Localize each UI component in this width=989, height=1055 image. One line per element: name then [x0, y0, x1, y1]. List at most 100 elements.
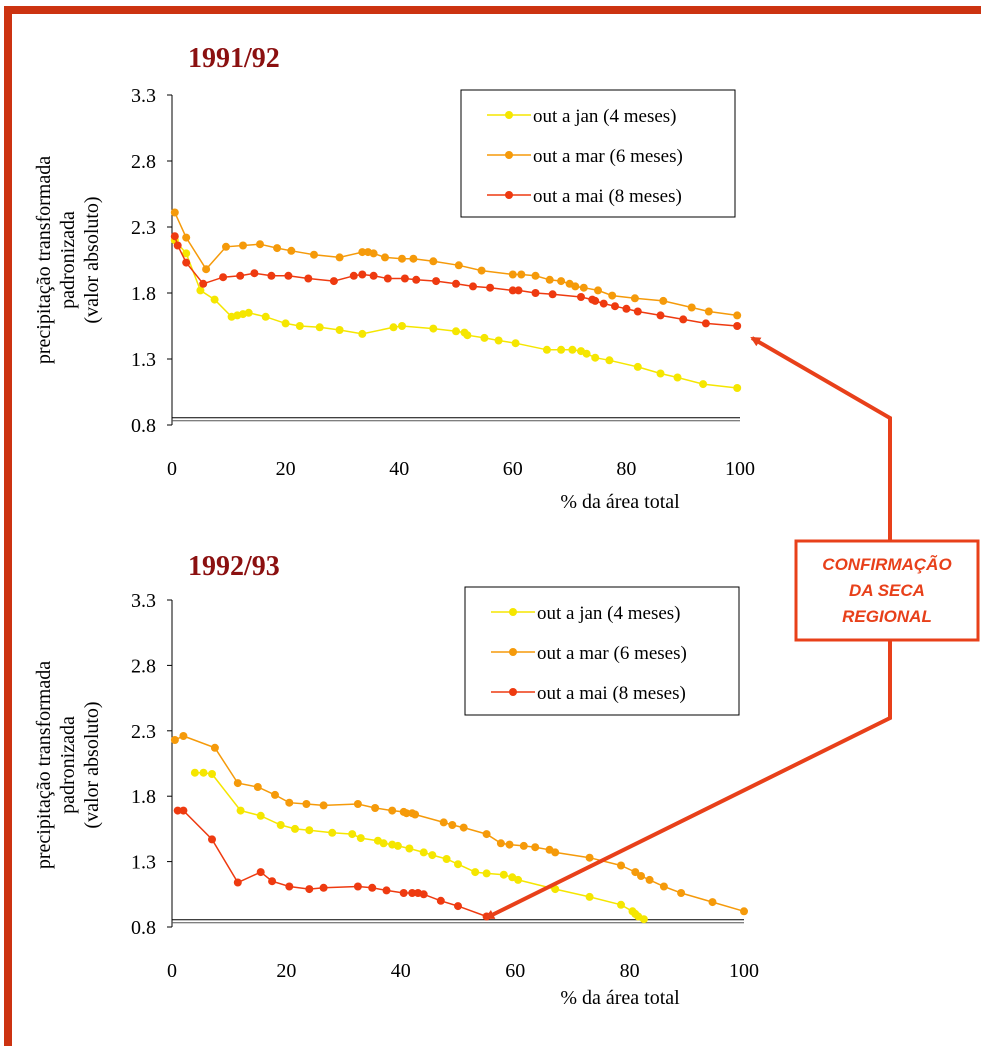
chart1-series-2-point	[273, 244, 282, 253]
chart1-series-3-point	[508, 286, 517, 295]
chart1-series-2-point	[409, 254, 418, 263]
chart1-series-3-point	[250, 269, 259, 278]
chart1-series-1-point	[568, 345, 577, 354]
callout-line1: CONFIRMAÇÃO	[822, 554, 951, 574]
chart2-y-tick-label: 2.3	[131, 721, 156, 743]
chart2-series-2-point	[531, 843, 540, 852]
chart2-series-2-point	[411, 810, 420, 819]
chart1-series-1-point	[244, 308, 253, 317]
chart2-series-2-point	[253, 783, 262, 791]
chart1-series-2-point	[531, 271, 540, 280]
chart2-series-1-point	[405, 844, 414, 853]
chart1-series-1-point	[582, 349, 591, 358]
chart1-series-3-point	[486, 283, 495, 292]
chart1-title: 1991/92	[188, 43, 280, 74]
chart2-series-2-point	[740, 907, 748, 916]
chart1-series-1-point	[494, 336, 503, 345]
chart1-series-1-point	[733, 384, 742, 392]
chart1-series-3-point	[701, 319, 710, 328]
chart1-series-2-point	[608, 291, 617, 300]
chart2-series-2-point	[448, 821, 457, 829]
chart2-series-3-point	[419, 890, 428, 899]
chart1-legend-swatch-marker	[505, 191, 513, 199]
chart1-series-3-point	[267, 271, 276, 280]
chart2-series-2-point	[585, 853, 594, 862]
chart1-series-2-point	[630, 294, 639, 303]
chart2-legend-swatch-marker	[509, 608, 517, 616]
chart1-plot: 0.8 1.3 1.8 2.3 2.8 3.3 0 20 40 60 80 100 out a jan …	[131, 85, 755, 480]
chart2-series-3-point	[319, 883, 328, 892]
chart2-series-2-line	[174, 735, 745, 913]
chart1-legend-label-1: out a jan (4 meses)	[533, 106, 677, 127]
chart2-series-1-point	[393, 841, 402, 850]
chart2-series-2-point	[505, 840, 514, 849]
chart1-x-tick-label: 20	[276, 458, 296, 480]
chart2-series-2-point	[179, 732, 188, 740]
chart2-series-2-point	[482, 830, 491, 839]
chart1-y-label-line2: padronizada	[57, 211, 79, 309]
arrow-to-chart1	[750, 336, 892, 540]
chart2-series-3-point	[268, 877, 277, 886]
callout-arrows	[484, 336, 892, 920]
chart1-series-2-point	[170, 208, 179, 217]
chart1-series-2-point	[733, 311, 742, 320]
chart2-series-2-point	[388, 806, 397, 815]
chart2-series-1-point	[454, 860, 462, 869]
chart1-series-2-point	[222, 242, 230, 251]
chart2-y-label-line3: (valor absoluto)	[81, 701, 103, 828]
chart1-series-1-point	[315, 323, 324, 332]
chart2-series-3-point	[408, 889, 417, 897]
chart1-x-tick-label: 40	[389, 458, 409, 480]
chart2-series-2-point	[551, 848, 560, 857]
chart1-legend-swatch-marker	[505, 111, 513, 119]
chart1-series-2-point	[398, 254, 406, 263]
chart1-series-2-point	[310, 250, 318, 259]
chart2-series-3-point	[353, 882, 362, 891]
chart2-x-tick-label: 40	[391, 960, 411, 982]
chart1-series-1-point	[633, 362, 642, 371]
chart2-series-1-point	[499, 870, 508, 879]
chart1-series-3-point	[219, 273, 228, 282]
chart2-series-1-point	[419, 848, 428, 857]
chart2-series-1-point	[442, 855, 451, 863]
chart2-series-1-point	[328, 828, 337, 837]
chart1-y-tick-label: 1.3	[131, 349, 156, 371]
chart1-series-3-point	[531, 289, 540, 297]
callout-box: CONFIRMAÇÃO DA SECA REGIONAL	[794, 539, 980, 642]
chart1-series-2-point	[239, 241, 247, 250]
chart1-y-tick-label: 3.3	[131, 85, 156, 107]
chart1-series-1-point	[398, 322, 406, 330]
chart1-series-3-point	[432, 277, 441, 286]
chart1-series-3-point	[452, 279, 460, 288]
chart1-series-1-point	[182, 249, 191, 258]
chart2-series-1-line	[194, 771, 645, 920]
chart2-series-1-point	[190, 768, 199, 777]
chart1-series-2-point	[477, 266, 486, 275]
chart2-y-label-line2: padronizada	[57, 716, 79, 814]
chart2-y-tick-label: 1.8	[131, 786, 156, 808]
chart2-series-2-point	[645, 875, 654, 884]
chart2-series-3-point	[285, 882, 294, 891]
chart2-series-1-point	[514, 875, 523, 884]
chart1-series-2-point	[557, 277, 566, 286]
callout-line3: REGIONAL	[842, 607, 932, 626]
chart2-series-2-point	[637, 872, 645, 880]
chart2-series-3-point	[256, 868, 265, 877]
chart1-series-1-point	[389, 323, 398, 332]
chart2-series-2-point	[439, 818, 448, 827]
chart1-series-3-point	[400, 274, 409, 283]
chart2-series-3-point	[305, 885, 314, 894]
chart2-series-2-point	[459, 823, 468, 832]
chart1-series-2-point	[182, 233, 191, 242]
chart1-series-1-point	[511, 339, 520, 348]
chart2-series-3-point	[454, 902, 462, 911]
chart1-series-2-point	[287, 246, 296, 255]
chart2-series-3-point	[368, 883, 377, 892]
chart2-series-1-point	[236, 806, 245, 815]
chart2-x-axis-label: % da área total	[560, 987, 680, 1009]
chart1-y-tick-label: 0.8	[131, 415, 156, 437]
chart1-series-2-point	[517, 270, 526, 279]
chart2-series-3-point	[173, 806, 182, 815]
chart2-series-3-point	[399, 889, 408, 897]
